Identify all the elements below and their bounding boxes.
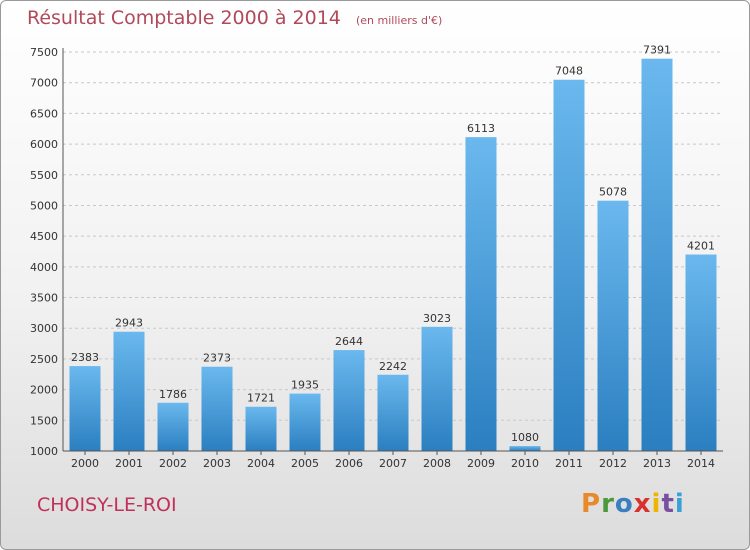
bar-layer: 2383 2943 1786 2373 1721 1935 2644 2242 3023 6113… bbox=[69, 44, 717, 452]
logo-letter: x bbox=[633, 489, 652, 519]
bar-2011 bbox=[553, 79, 585, 451]
x-tick-label: 2011 bbox=[555, 457, 583, 470]
bar-2009 bbox=[465, 137, 497, 452]
x-tick-label: 2008 bbox=[423, 457, 451, 470]
chart-subtitle: (en milliers d'€) bbox=[355, 14, 443, 27]
value-label: 1080 bbox=[511, 431, 539, 444]
bar-2000 bbox=[69, 366, 101, 451]
bar-2001 bbox=[113, 331, 145, 451]
x-tick-label: 2006 bbox=[335, 457, 363, 470]
value-label: 2373 bbox=[203, 352, 231, 365]
value-label: 1786 bbox=[159, 388, 187, 401]
axis-layer: 1000 1500 2000 2500 3000 3500 4000 4500 5000 5500… bbox=[30, 46, 723, 470]
bar-2014 bbox=[685, 254, 717, 451]
x-tick-label: 2014 bbox=[687, 457, 715, 470]
logo-letter: o bbox=[614, 489, 634, 519]
value-label: 2242 bbox=[379, 360, 407, 373]
chart-title: Résultat Comptable 2000 à 2014 bbox=[27, 7, 341, 29]
value-label: 7048 bbox=[555, 65, 583, 78]
x-tick-label: 2007 bbox=[379, 457, 407, 470]
y-tick-label: 2500 bbox=[30, 353, 58, 366]
bar-2006 bbox=[333, 350, 365, 451]
y-tick-label: 1000 bbox=[30, 445, 58, 458]
bar-2007 bbox=[377, 374, 409, 451]
value-label: 1935 bbox=[291, 379, 319, 392]
value-label: 5078 bbox=[599, 186, 627, 199]
bar-2010 bbox=[509, 446, 541, 451]
bar-2005 bbox=[289, 393, 321, 451]
logo-letter: i bbox=[651, 489, 662, 519]
logo-letter: P bbox=[581, 489, 602, 519]
logo-letter: i bbox=[674, 489, 685, 519]
x-tick-label: 2000 bbox=[71, 457, 99, 470]
title-row: Résultat Comptable 2000 à 2014 (en milli… bbox=[27, 7, 442, 29]
x-tick-label: 2001 bbox=[115, 457, 143, 470]
y-tick-label: 7000 bbox=[30, 77, 58, 90]
x-tick-label: 2013 bbox=[643, 457, 671, 470]
y-tick-label: 2000 bbox=[30, 384, 58, 397]
proxiti-logo: Proxiti bbox=[581, 489, 685, 519]
value-label: 3023 bbox=[423, 312, 451, 325]
value-label: 7391 bbox=[643, 44, 671, 57]
logo-letter: t bbox=[661, 489, 675, 519]
y-tick-label: 4000 bbox=[30, 261, 58, 274]
value-label: 4201 bbox=[687, 240, 715, 253]
x-tick-label: 2010 bbox=[511, 457, 539, 470]
value-label: 2383 bbox=[71, 351, 99, 364]
bar-2012 bbox=[597, 200, 629, 451]
x-tick-label: 2004 bbox=[247, 457, 275, 470]
y-tick-label: 7500 bbox=[30, 46, 58, 59]
value-label: 1721 bbox=[247, 392, 275, 405]
y-tick-label: 3500 bbox=[30, 292, 58, 305]
x-tick-label: 2009 bbox=[467, 457, 495, 470]
x-tick-label: 2002 bbox=[159, 457, 187, 470]
bar-2008 bbox=[421, 326, 453, 451]
commune-name: CHOISY-LE-ROI bbox=[37, 494, 177, 516]
y-tick-label: 5500 bbox=[30, 169, 58, 182]
x-tick-label: 2005 bbox=[291, 457, 319, 470]
y-tick-label: 6500 bbox=[30, 107, 58, 120]
value-label: 2644 bbox=[335, 335, 363, 348]
x-tick-label: 2012 bbox=[599, 457, 627, 470]
logo-letter: r bbox=[601, 489, 615, 519]
y-tick-label: 3000 bbox=[30, 322, 58, 335]
value-label: 6113 bbox=[467, 122, 495, 135]
y-tick-label: 4500 bbox=[30, 230, 58, 243]
x-tick-label: 2003 bbox=[203, 457, 231, 470]
y-tick-label: 1500 bbox=[30, 414, 58, 427]
y-tick-label: 5000 bbox=[30, 199, 58, 212]
value-label: 2943 bbox=[115, 317, 143, 330]
bar-2002 bbox=[157, 402, 189, 451]
bar-2004 bbox=[245, 406, 277, 451]
y-tick-label: 6000 bbox=[30, 138, 58, 151]
bar-2003 bbox=[201, 366, 233, 451]
bar-2013 bbox=[641, 58, 673, 452]
